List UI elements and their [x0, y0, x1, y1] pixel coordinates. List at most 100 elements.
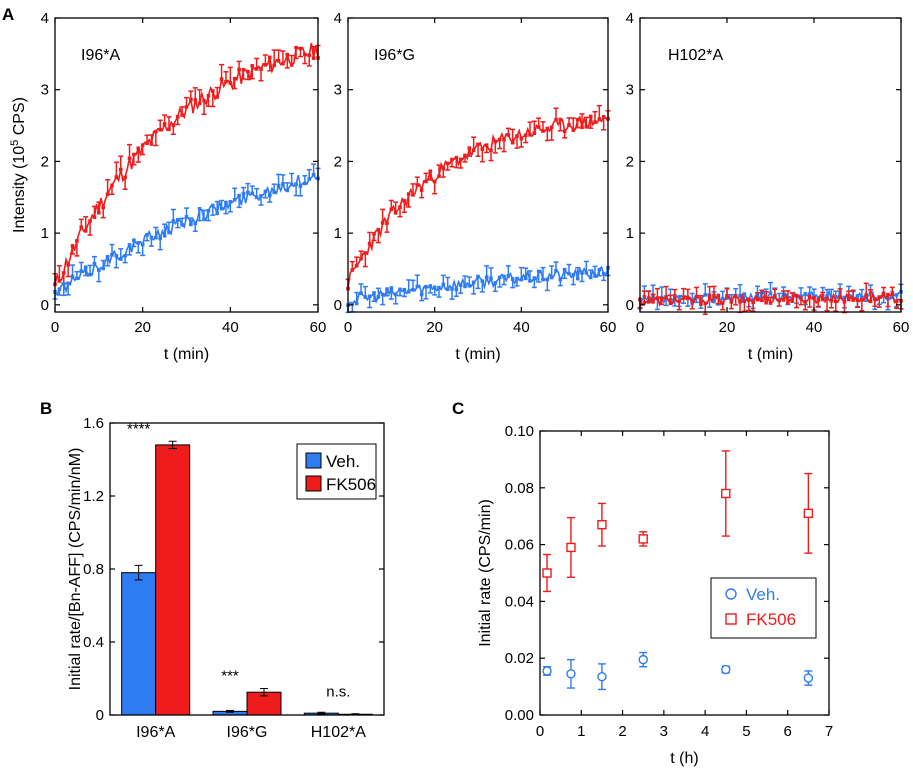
data-point: [742, 292, 747, 296]
data-point: [755, 297, 760, 302]
data-point: [812, 296, 816, 300]
y-tick-label: 0.00: [505, 707, 534, 724]
data-point: [742, 299, 747, 303]
data-point: [476, 274, 480, 279]
data-point: [545, 126, 550, 131]
data-point: [241, 191, 246, 196]
data-point: [175, 217, 180, 222]
y-tick-label: 3: [626, 82, 634, 99]
data-point: [703, 293, 708, 297]
panel-title: I96*G: [374, 47, 415, 64]
data-point: [250, 191, 255, 196]
data-point: [202, 217, 206, 222]
x-tick-label: I96*G: [227, 724, 268, 741]
data-point: [197, 207, 202, 211]
x-axis-label: t (min): [164, 346, 209, 363]
series-veh-a1: [52, 163, 321, 300]
data-point: [136, 146, 141, 151]
x-tick-label: 4: [701, 723, 709, 740]
data-point-square: [597, 520, 607, 530]
data-point: [219, 77, 224, 81]
data-point: [211, 89, 215, 93]
data-point: [123, 253, 127, 258]
data-point: [105, 254, 110, 259]
x-tick-label: 0: [344, 319, 352, 336]
data-point: [541, 129, 545, 133]
y-tick-label: 2: [334, 153, 342, 170]
data-point: [489, 276, 493, 281]
data-point: [398, 287, 402, 292]
data-point: [790, 299, 795, 303]
legend-marker-square: [725, 613, 737, 625]
series-fk506-a1: [52, 42, 321, 287]
data-point: [720, 296, 725, 301]
data-point: [502, 274, 506, 279]
data-point: [580, 125, 584, 130]
data-point: [567, 123, 571, 127]
data-point: [445, 287, 450, 292]
data-point: [562, 129, 567, 133]
data-point: [833, 299, 838, 304]
data-point: [75, 276, 79, 281]
data-point: [588, 275, 593, 280]
data-point: [450, 157, 454, 162]
data-point: [601, 272, 606, 276]
legend-label: Veh.: [746, 585, 780, 604]
data-point: [70, 244, 75, 248]
data-point: [575, 117, 580, 122]
data-point: [554, 117, 558, 122]
series-veh: [542, 651, 814, 691]
x-tick-label: 5: [742, 723, 750, 740]
data-point: [873, 297, 877, 301]
data-point: [877, 295, 882, 299]
data-point: [254, 195, 259, 200]
y-tick-label: 1.2: [83, 488, 104, 505]
data-point: [92, 261, 97, 266]
data-point: [101, 205, 106, 210]
data-point: [651, 300, 655, 304]
data-point: [70, 274, 75, 279]
data-point: [437, 285, 441, 290]
data-point: [489, 148, 493, 153]
data-point: [467, 284, 472, 288]
data-point: [228, 81, 233, 85]
data-point: [655, 296, 660, 300]
data-point: [114, 253, 119, 258]
data-point-circle: [638, 654, 648, 665]
data-point: [532, 131, 537, 136]
data-point: [79, 269, 84, 273]
data-point: [707, 294, 712, 299]
bar-veh-i96a: [121, 572, 157, 716]
data-point: [367, 294, 372, 299]
data-point: [211, 203, 215, 208]
data-point: [515, 276, 519, 281]
y-tick-label: 0.06: [505, 537, 534, 554]
data-point: [180, 113, 184, 117]
data-point: [725, 296, 729, 300]
data-point: [833, 295, 838, 299]
data-point: [83, 265, 88, 270]
data-point: [699, 302, 703, 306]
data-point: [851, 298, 855, 302]
data-point: [206, 93, 211, 98]
data-point: [307, 177, 312, 181]
data-point: [777, 298, 781, 303]
data-point: [267, 193, 272, 198]
data-point: [437, 174, 441, 178]
data-point: [419, 188, 424, 192]
y-axis-label-sup: 5: [9, 140, 21, 146]
significance-label: ****: [127, 420, 151, 437]
data-point: [432, 179, 437, 184]
data-point: [746, 297, 751, 301]
data-point: [92, 215, 97, 219]
panel-a3-chart: 0 20 40 60 0 1 2 3 4 H102*A t (min): [626, 10, 910, 363]
data-point: [276, 58, 281, 63]
data-point: [289, 182, 294, 187]
data-point: [712, 299, 716, 304]
data-point: [584, 125, 589, 129]
data-point: [597, 267, 602, 272]
data-point: [175, 114, 180, 119]
data-point: [197, 101, 202, 106]
data-point: [458, 157, 463, 162]
data-point: [123, 175, 127, 180]
